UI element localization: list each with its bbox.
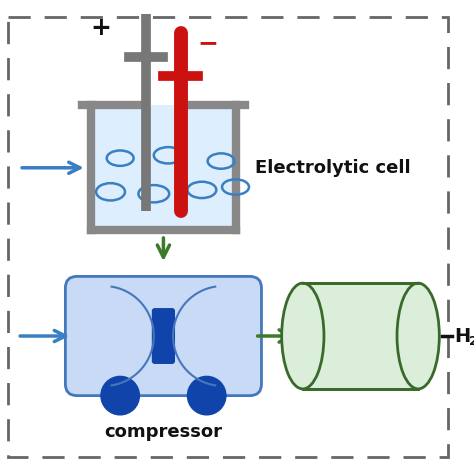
Text: +: + (91, 17, 111, 40)
FancyBboxPatch shape (303, 283, 418, 389)
Text: Electrolytic cell: Electrolytic cell (255, 159, 410, 177)
Ellipse shape (397, 283, 439, 389)
Text: compressor: compressor (104, 423, 222, 441)
Text: −: − (197, 31, 218, 55)
Circle shape (187, 376, 226, 415)
Ellipse shape (282, 283, 324, 389)
Polygon shape (303, 284, 418, 388)
Circle shape (101, 376, 139, 415)
Text: 2: 2 (469, 335, 474, 348)
FancyBboxPatch shape (65, 276, 262, 396)
FancyBboxPatch shape (91, 105, 236, 230)
FancyBboxPatch shape (153, 309, 174, 363)
Text: H: H (455, 327, 471, 346)
Polygon shape (303, 283, 418, 389)
